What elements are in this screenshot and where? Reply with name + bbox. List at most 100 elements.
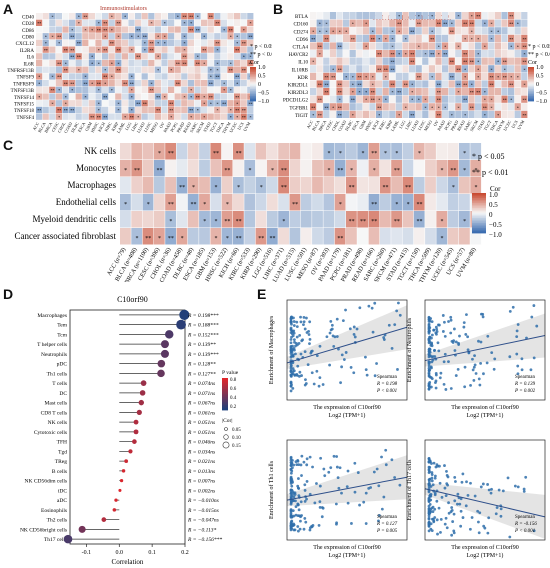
heatmap-cell xyxy=(121,39,128,47)
scatter-point xyxy=(292,495,296,499)
sig-mark: * xyxy=(464,75,466,80)
r-value: R = 0.127 xyxy=(376,522,398,527)
heatmap-cell xyxy=(501,50,508,58)
heatmap-cell xyxy=(514,72,521,80)
heatmap-cell xyxy=(36,66,43,73)
heatmap-cell xyxy=(174,100,181,107)
legend-tick: 0.10 xyxy=(232,436,241,441)
sig-mark: * xyxy=(170,68,172,73)
heatmap-cell xyxy=(36,33,43,40)
colorbar-step xyxy=(472,218,486,221)
col-label: KIRC xyxy=(103,121,112,132)
col-label: THYM xyxy=(495,119,506,132)
heatmap-cell xyxy=(142,194,154,211)
scatter-point xyxy=(364,368,368,372)
scatter-point xyxy=(437,349,441,353)
heatmap-cell xyxy=(88,93,95,100)
heatmap-cell xyxy=(442,103,449,111)
col-label: CHOL xyxy=(331,119,341,132)
scatter-point xyxy=(303,383,307,387)
scatter-point xyxy=(335,522,338,526)
lollipop-dot xyxy=(119,478,124,483)
heatmap-cell xyxy=(240,19,247,26)
heatmap-cell xyxy=(461,12,468,20)
heatmap-cell xyxy=(69,80,76,87)
col-label: PCPG xyxy=(169,121,179,133)
scatter-point xyxy=(532,304,536,307)
sig-mark: * xyxy=(91,81,93,86)
heatmap-cell xyxy=(475,42,482,50)
heatmap-cell xyxy=(494,72,501,80)
heatmap-cell xyxy=(244,228,256,245)
heatmap-cell xyxy=(382,19,389,27)
scatter-point xyxy=(456,367,460,371)
colorbar-step xyxy=(528,67,534,70)
heatmap-cell xyxy=(207,19,214,26)
heatmap-cell xyxy=(181,19,188,26)
heatmap-cell xyxy=(102,59,109,67)
heatmap-cell xyxy=(278,160,289,177)
sig-mark: ** xyxy=(235,48,239,53)
heatmap-cell xyxy=(382,103,389,111)
legend-title: P value xyxy=(222,370,239,376)
sig-mark: * xyxy=(104,34,106,39)
heatmap-cell xyxy=(148,66,155,73)
heatmap-cell xyxy=(55,93,62,100)
heatmap-cell xyxy=(131,143,143,160)
heatmap-cell xyxy=(389,57,396,65)
col-label: PCPG xyxy=(443,119,453,131)
heatmap-cell xyxy=(428,57,435,65)
scatter-point xyxy=(313,501,317,505)
sig-mark: * xyxy=(477,67,479,72)
sig-mark: * xyxy=(471,82,473,87)
heatmap-cell xyxy=(382,57,389,65)
scatter-point xyxy=(293,373,297,377)
heatmap-cell xyxy=(334,211,346,228)
r-label: R = 0.139** xyxy=(187,342,216,348)
heatmap-cell xyxy=(255,177,267,194)
scatter-point xyxy=(530,315,534,319)
heatmap-cell xyxy=(62,113,69,120)
heatmap-cell xyxy=(455,88,462,96)
scatter-point xyxy=(529,368,533,372)
heatmap-cell xyxy=(514,50,521,58)
heatmap-cell xyxy=(131,177,143,194)
scatter-point xyxy=(308,337,312,341)
heatmap-cell xyxy=(153,194,165,211)
scatter-point xyxy=(299,352,303,356)
heatmap-cell xyxy=(154,100,161,107)
heatmap-cell xyxy=(161,66,168,73)
heatmap-cell xyxy=(168,73,175,80)
heatmap-cell xyxy=(135,33,142,40)
scatter-point xyxy=(429,365,433,369)
sig-mark: * xyxy=(260,185,263,191)
heatmap-cell xyxy=(368,177,380,194)
heatmap-cell xyxy=(69,53,76,60)
scatter-point xyxy=(299,519,302,523)
scatter-point xyxy=(473,354,476,357)
heatmap-cell xyxy=(494,65,501,73)
heatmap-cell xyxy=(108,59,115,67)
heatmap-cell xyxy=(376,88,383,96)
row-label: IL10 xyxy=(298,61,308,66)
heatmap-cell xyxy=(442,88,449,96)
scatter-point xyxy=(452,531,456,535)
heatmap-cell xyxy=(428,34,435,42)
col-label: LUAD xyxy=(136,121,146,134)
heatmap-cell xyxy=(329,103,336,111)
sig-mark: ** xyxy=(242,115,246,120)
heatmap-cell xyxy=(402,57,409,65)
sig-mark: * xyxy=(477,37,479,42)
sig-mark: * xyxy=(438,52,440,57)
heatmap-cell xyxy=(102,80,109,87)
scatter-point xyxy=(473,363,477,367)
scatter-point xyxy=(452,327,456,331)
heatmap-cell xyxy=(199,160,210,177)
scatter-point xyxy=(444,516,448,520)
heatmap-cell xyxy=(501,19,508,27)
heatmap-cell xyxy=(214,106,221,114)
heatmap-cell xyxy=(227,106,234,114)
sig-mark: * xyxy=(151,21,153,26)
scatter-point xyxy=(332,344,336,348)
